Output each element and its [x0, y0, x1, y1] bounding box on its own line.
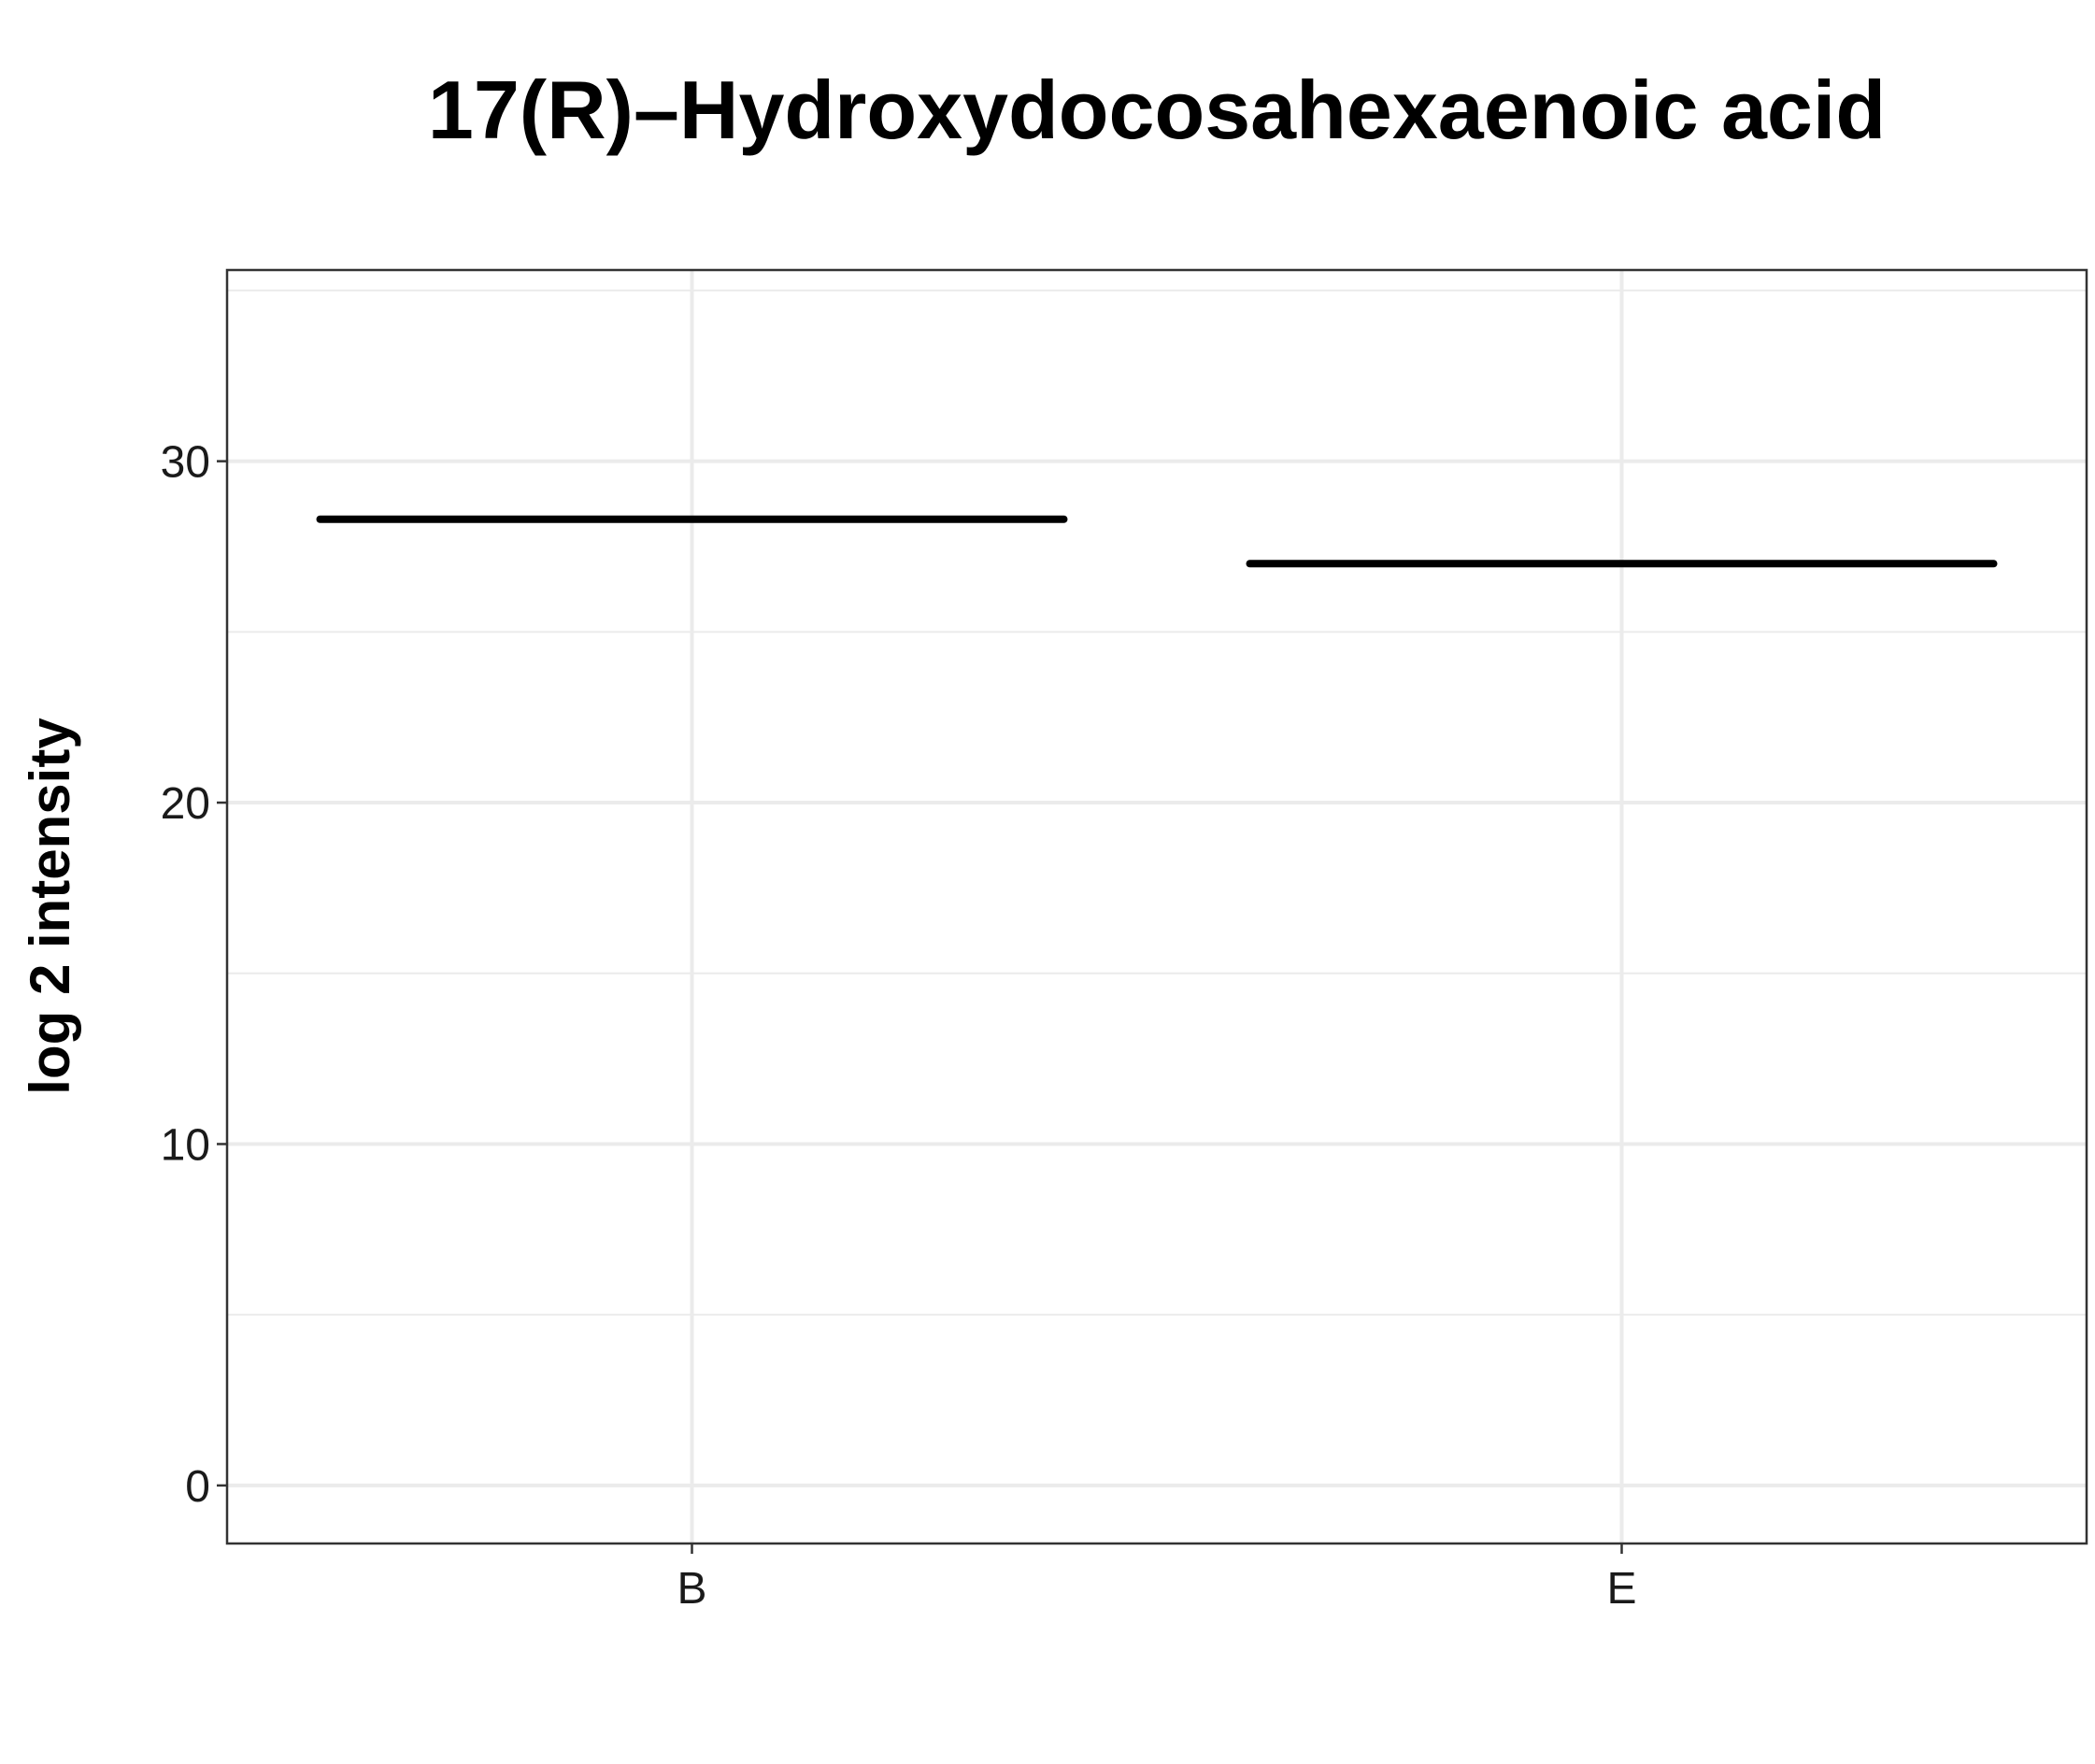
- x-tick-label: B: [677, 1564, 706, 1614]
- grid-major: [227, 270, 2087, 1544]
- plot-background: [227, 270, 2087, 1544]
- plot-panel: [225, 268, 2088, 1545]
- y-tick-label: 0: [185, 1462, 210, 1512]
- plot-border: [225, 268, 2088, 1545]
- y-tick-label: 10: [161, 1120, 210, 1170]
- data-marks: [316, 515, 1998, 568]
- grid-minor: [227, 289, 2087, 1316]
- chart-title: 17(R)–Hydroxydocosahexaenoic acid: [428, 64, 1886, 156]
- x-tick-label: E: [1606, 1564, 1636, 1614]
- y-tick-label: 20: [161, 779, 210, 829]
- y-tick-label: 30: [161, 438, 210, 488]
- y-axis-label: log 2 intensity: [19, 718, 81, 1095]
- y-axis: 0 10 20 30: [161, 438, 227, 1512]
